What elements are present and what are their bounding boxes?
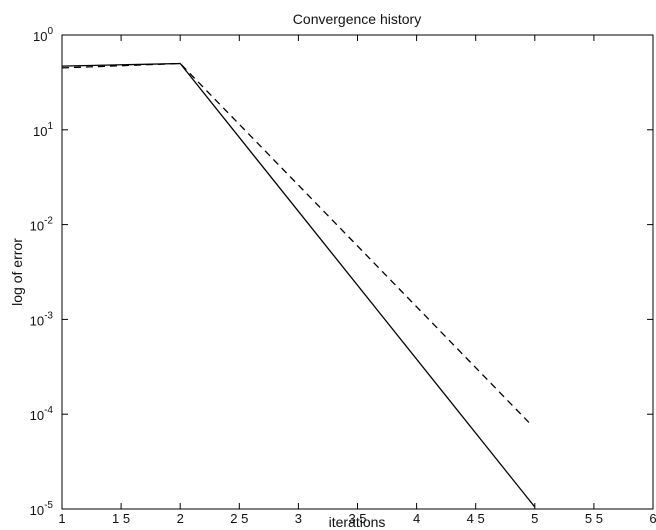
y-tick-exponent: -2 — [44, 216, 53, 227]
y-tick-label: 100 — [33, 26, 53, 44]
y-tick-exponent: -4 — [44, 405, 53, 416]
y-tick-base: 10 — [33, 29, 47, 44]
y-tick-label: 10-5 — [30, 500, 54, 518]
y-tick-label: 10-4 — [30, 405, 54, 423]
y-tick-exponent: 1 — [47, 121, 53, 132]
x-tick-label: 5 — [531, 511, 538, 526]
chart-title: Convergence history — [293, 11, 421, 27]
y-tick-exponent: -5 — [44, 500, 53, 511]
y-tick-label: 101 — [33, 121, 53, 139]
y-tick-label: 10-3 — [30, 310, 54, 328]
x-tick-label: 1 — [58, 511, 65, 526]
x-tick-label: 5 5 — [585, 511, 603, 526]
y-tick-exponent: 0 — [47, 26, 53, 37]
x-axis-label: iterations — [329, 514, 386, 530]
x-tick-label: 3 — [295, 511, 302, 526]
y-tick-base: 10 — [33, 124, 47, 139]
y-axis-label: log of error — [9, 238, 25, 306]
y-tick-base: 10 — [30, 408, 44, 423]
y-tick-base: 10 — [30, 313, 44, 328]
solid-series-line — [61, 62, 536, 508]
plot-frame — [61, 34, 654, 510]
x-tick-label: 6 — [649, 511, 656, 526]
x-tick-label: 4 5 — [467, 511, 485, 526]
y-tick-base: 10 — [30, 503, 44, 518]
x-tick-label: 2 5 — [230, 511, 248, 526]
y-tick-exponent: -3 — [44, 310, 53, 321]
x-tick-label: 3 5 — [348, 511, 366, 526]
x-tick-label: 1 5 — [112, 511, 130, 526]
y-tick-base: 10 — [30, 219, 44, 234]
x-tick-label: 4 — [413, 511, 420, 526]
x-tick-label: 2 — [177, 511, 184, 526]
dashed-series-line — [61, 62, 530, 423]
series-layer — [61, 62, 536, 508]
y-tick-label: 10-2 — [30, 216, 54, 234]
